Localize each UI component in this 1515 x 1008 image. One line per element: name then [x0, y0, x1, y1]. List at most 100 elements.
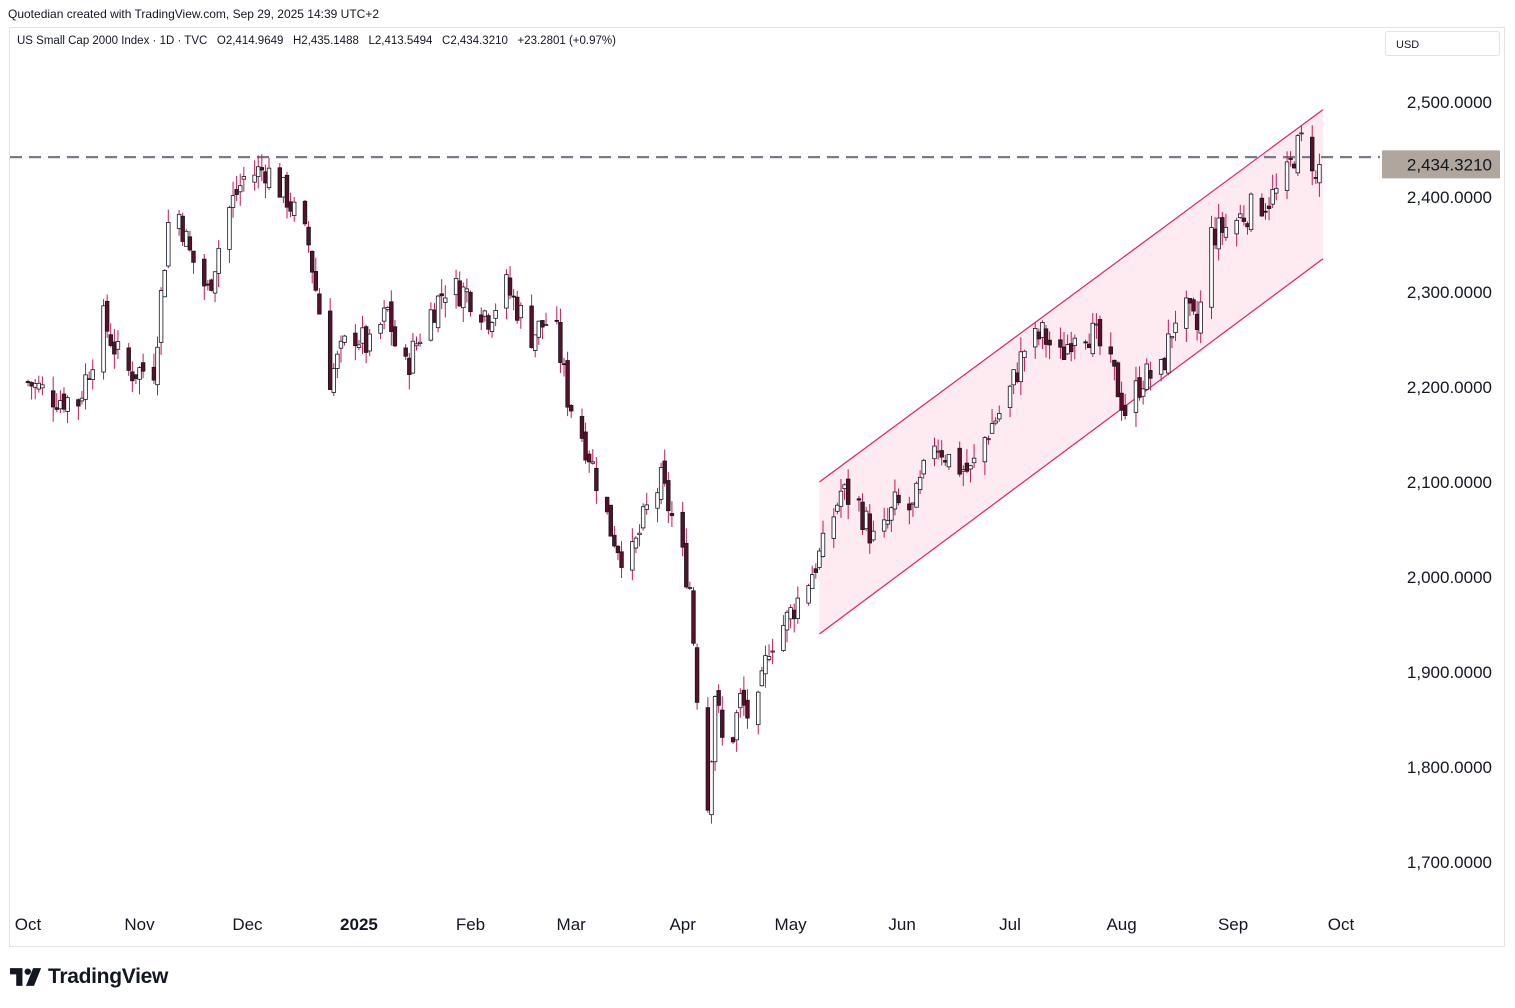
- candle-up: [482, 310, 488, 317]
- candle-up: [831, 516, 836, 539]
- candle-up: [227, 207, 232, 250]
- candle-up: [1238, 213, 1243, 219]
- candle-down: [1112, 359, 1117, 367]
- candle-down: [694, 647, 700, 703]
- candle-up: [1040, 322, 1045, 338]
- candle-down: [1069, 343, 1074, 353]
- candle-down: [792, 609, 797, 620]
- x-tick-label: Aug: [1106, 915, 1136, 934]
- candle-down: [558, 321, 563, 363]
- candle-up: [410, 340, 416, 374]
- candle-up: [986, 438, 991, 441]
- x-tick-label: Feb: [456, 915, 485, 934]
- x-tick-label: Dec: [232, 915, 263, 934]
- tradingview-icon: [10, 968, 42, 986]
- candle-down: [209, 279, 214, 291]
- candle-up: [461, 286, 466, 309]
- y-tick-label: 1,800.0000: [1407, 758, 1492, 777]
- candle-down: [1263, 210, 1268, 213]
- candle-down: [1061, 346, 1067, 360]
- interval[interactable]: 1D: [159, 35, 175, 47]
- candle-up: [763, 655, 768, 675]
- candle-up: [946, 453, 952, 468]
- candle-up: [252, 174, 257, 183]
- candle-down: [284, 174, 290, 208]
- candle-up: [367, 333, 372, 352]
- legend-separator: ·: [152, 35, 160, 47]
- x-tick-label: 2025: [340, 915, 378, 934]
- x-tick-label: Apr: [669, 915, 696, 934]
- legend-separator: ·: [177, 35, 185, 47]
- candles-group: [25, 125, 1322, 824]
- candle-down: [302, 200, 308, 225]
- candle-down: [568, 405, 574, 412]
- candle-up: [842, 484, 847, 490]
- y-tick-label: 2,000.0000: [1407, 568, 1492, 587]
- candle-up: [687, 587, 693, 589]
- channel-upper-line: [819, 109, 1324, 483]
- symbol-name[interactable]: US Small Cap 2000 Index: [17, 35, 150, 47]
- candle-up: [1169, 336, 1175, 339]
- x-tick-label: Jun: [888, 915, 915, 934]
- x-tick-label: Nov: [124, 915, 155, 934]
- candle-up: [518, 304, 524, 319]
- candle-up: [543, 323, 549, 326]
- candle-up: [982, 437, 988, 463]
- candle-up: [504, 274, 509, 309]
- candle-up: [1033, 328, 1038, 348]
- candle-down: [486, 315, 491, 330]
- candle-up: [137, 367, 142, 380]
- candle-down: [202, 258, 207, 287]
- candle-down: [511, 295, 516, 298]
- currency-selector[interactable]: USD: [1385, 31, 1500, 56]
- candle-down: [594, 467, 599, 492]
- candle-down: [1313, 177, 1319, 179]
- candle-up: [766, 656, 772, 660]
- symbol-legend: US Small Cap 2000 Index · 1D · TVC O2,41…: [17, 35, 616, 47]
- candle-down: [317, 293, 322, 315]
- candle-down: [353, 332, 358, 347]
- candle-up: [428, 309, 434, 341]
- candle-down: [565, 360, 570, 408]
- candle-down: [604, 496, 610, 513]
- candle-down: [112, 341, 117, 355]
- candle-up: [238, 185, 243, 193]
- candle-up: [356, 344, 362, 348]
- candle-down: [151, 366, 157, 381]
- candle-up: [58, 400, 63, 410]
- candle-up: [770, 650, 775, 653]
- candle-up: [968, 465, 973, 470]
- candle-down: [1288, 158, 1293, 160]
- candle-up: [881, 519, 887, 532]
- candle-down: [705, 707, 711, 811]
- change-value: +23.2801 (+0.97%): [517, 35, 616, 47]
- candle-down: [619, 551, 624, 568]
- candle-down: [288, 201, 293, 212]
- candle-down: [187, 236, 193, 251]
- candle-down: [586, 453, 592, 463]
- candle-up: [381, 307, 387, 322]
- candle-up: [36, 382, 41, 390]
- y-tick-label: 2,500.0000: [1407, 93, 1492, 112]
- candle-down: [1187, 298, 1193, 304]
- candle-up: [921, 459, 926, 475]
- chart-credit: Quotedian created with TradingView.com, …: [8, 7, 380, 21]
- candle-down: [813, 568, 818, 573]
- tradingview-logo[interactable]: TradingView: [10, 965, 168, 989]
- candle-up: [360, 327, 365, 344]
- candle-up: [989, 423, 995, 434]
- chart-frame: [9, 27, 1505, 947]
- candle-up: [338, 340, 344, 349]
- candle-up: [756, 691, 761, 726]
- candle-up: [489, 322, 495, 332]
- candle-up: [65, 397, 70, 412]
- candle-up: [932, 445, 937, 460]
- candle-down: [540, 320, 545, 328]
- candle-up: [1065, 344, 1070, 355]
- candle-down: [579, 416, 585, 439]
- candle-up: [230, 195, 236, 208]
- candle-up: [838, 490, 844, 507]
- candle-down: [860, 501, 865, 531]
- candle-down: [61, 393, 67, 410]
